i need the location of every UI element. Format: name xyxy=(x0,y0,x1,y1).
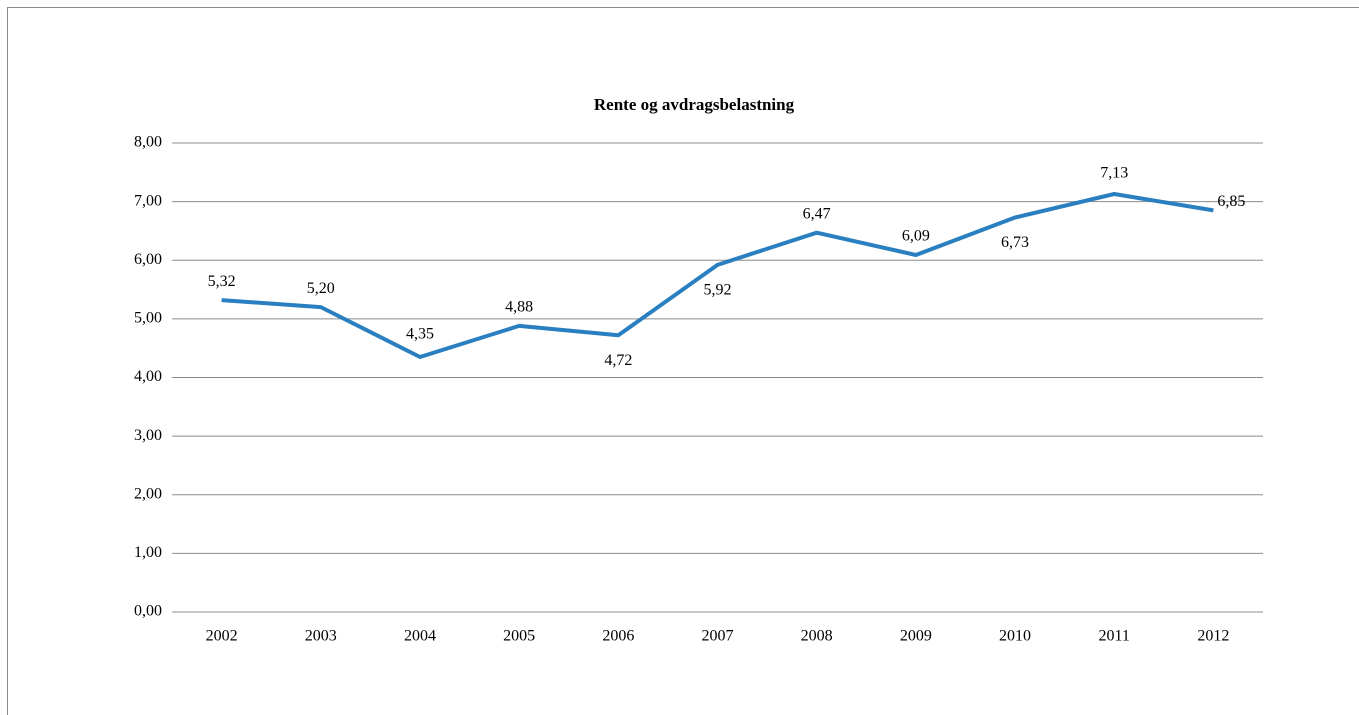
x-tick-label: 2009 xyxy=(900,628,932,645)
data-label: 5,20 xyxy=(307,280,335,297)
data-label: 7,13 xyxy=(1100,165,1128,182)
chart-frame xyxy=(7,7,1359,715)
x-tick-label: 2005 xyxy=(503,628,535,645)
y-tick-label: 8,00 xyxy=(134,134,162,151)
data-label: 5,92 xyxy=(704,282,732,299)
x-tick-label: 2008 xyxy=(801,628,833,645)
y-tick-label: 6,00 xyxy=(134,251,162,268)
line-series xyxy=(221,192,1214,359)
x-tick-label: 2003 xyxy=(305,628,337,645)
x-tick-label: 2006 xyxy=(602,628,634,645)
x-tick-label: 2010 xyxy=(999,628,1031,645)
data-label: 4,35 xyxy=(406,326,434,343)
x-tick-label: 2007 xyxy=(702,628,734,645)
y-tick-label: 5,00 xyxy=(134,310,162,327)
y-tick-label: 1,00 xyxy=(134,544,162,561)
data-label: 6,85 xyxy=(1217,193,1245,210)
y-tick-label: 3,00 xyxy=(134,427,162,444)
data-label: 5,32 xyxy=(208,273,236,290)
x-tick-label: 2002 xyxy=(206,628,238,645)
chart-title: Rente og avdragsbelastning xyxy=(594,95,795,114)
data-label: 6,47 xyxy=(803,205,831,222)
y-tick-label: 0,00 xyxy=(134,603,162,620)
x-tick-label: 2011 xyxy=(1099,628,1130,645)
x-tick-label: 2004 xyxy=(404,628,436,645)
data-label: 6,73 xyxy=(1001,234,1029,251)
y-tick-label: 7,00 xyxy=(134,192,162,209)
y-tick-label: 2,00 xyxy=(134,485,162,502)
y-tick-label: 4,00 xyxy=(134,368,162,385)
data-label: 4,88 xyxy=(505,299,533,316)
data-label: 6,09 xyxy=(902,228,930,245)
x-tick-label: 2012 xyxy=(1197,628,1229,645)
data-label: 4,72 xyxy=(604,352,632,369)
